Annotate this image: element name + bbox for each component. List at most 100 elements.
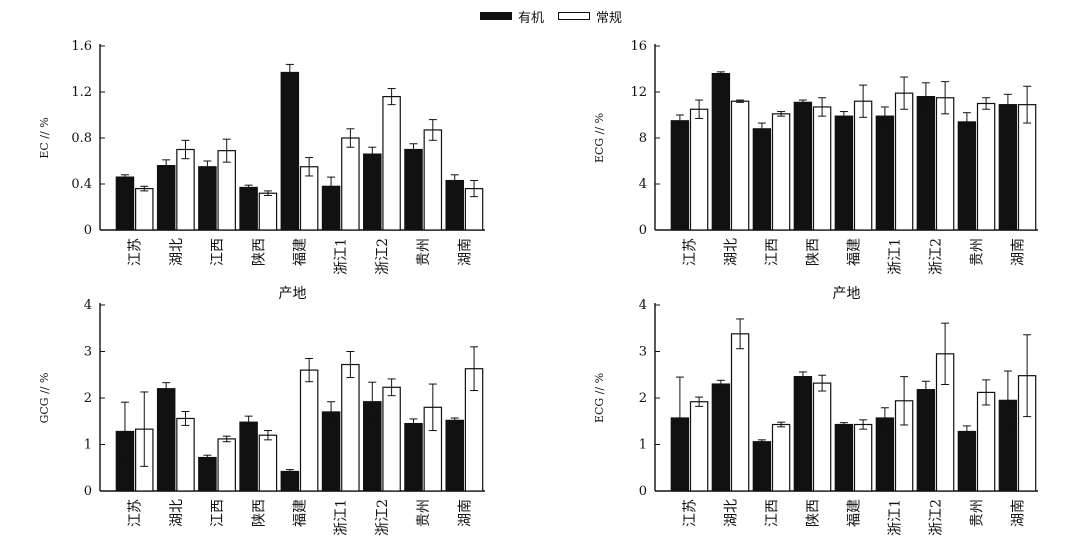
legend: 有机 常规 <box>480 6 630 26</box>
bar-conventional <box>853 100 873 231</box>
bar-organic <box>957 121 977 231</box>
x-tick-label: 江苏 <box>683 238 699 266</box>
y-tick-label: 16 <box>630 39 647 54</box>
bar-conventional <box>341 363 360 492</box>
bar-conventional <box>341 137 360 231</box>
x-tick-label: 江西 <box>210 499 226 527</box>
x-tick-label: 福建 <box>293 238 309 266</box>
x-tick-label: 陕西 <box>251 499 267 527</box>
x-axis-label: 产地 <box>833 286 861 302</box>
y-tick-label: 1 <box>84 438 92 453</box>
x-tick-label: 江西 <box>765 499 781 527</box>
x-tick-label: 湖北 <box>169 499 185 527</box>
x-tick-label: 浙江2 <box>375 238 391 275</box>
y-tick-label: 2 <box>639 391 647 406</box>
x-tick-label: 陕西 <box>806 238 822 266</box>
legend-label-conventional: 常规 <box>596 10 623 26</box>
x-tick-label: 浙江2 <box>929 499 945 536</box>
bar-conventional <box>258 434 278 492</box>
bar-conventional <box>894 92 914 231</box>
y-tick-label: 3 <box>639 345 647 360</box>
y-axis-label: EC // % <box>38 117 51 158</box>
y-tick-label: 12 <box>630 85 647 100</box>
bar-organic <box>834 115 854 231</box>
bar-organic <box>198 166 217 231</box>
bar-conventional <box>976 102 996 231</box>
bar-organic <box>875 115 895 231</box>
y-axis-label: ECG // % <box>593 113 606 163</box>
y-tick-label: 8 <box>639 131 647 146</box>
bar-organic <box>445 179 464 231</box>
x-tick-label: 江苏 <box>128 238 144 266</box>
bar-organic <box>998 104 1018 231</box>
y-tick-label: 2 <box>84 391 92 406</box>
legend-swatch-organic <box>480 12 512 20</box>
bar-conventional <box>176 148 195 231</box>
x-tick-label: 江苏 <box>128 499 144 527</box>
chart-panel-1: 0 0.4 0.8 1.2 1.6 EC // % 江苏 湖北 江西 陕西 福建 浙江1 浙江2 贵州 湖南… <box>38 39 485 302</box>
y-tick-label: 1.2 <box>71 85 92 100</box>
chart-panel-3: 0 1 2 3 4 GCG // % 江苏 湖北 江西 陕西 福建 浙江1 浙江2 贵州 湖南 <box>38 298 485 536</box>
x-tick-label: 贵州 <box>416 238 432 266</box>
bar-conventional <box>382 386 401 492</box>
bar-conventional <box>689 108 709 231</box>
bar-organic <box>156 165 176 231</box>
bar-organic <box>793 101 813 231</box>
bar-organic <box>916 389 936 492</box>
x-tick-label: 陕西 <box>806 499 822 527</box>
bar-conventional <box>853 423 873 492</box>
bar-conventional <box>771 423 791 492</box>
bar-conventional <box>812 382 832 492</box>
x-tick-label: 江西 <box>765 238 781 266</box>
y-tick-label: 4 <box>639 298 647 313</box>
x-tick-label: 浙江2 <box>929 238 945 275</box>
x-tick-label: 贵州 <box>970 238 986 266</box>
bar-conventional <box>258 192 278 231</box>
x-tick-label: 陕西 <box>251 238 267 266</box>
y-tick-label: 1.6 <box>71 39 92 54</box>
bar-organic <box>280 470 300 492</box>
x-tick-label: 浙江1 <box>334 238 350 275</box>
bar-organic <box>445 419 464 492</box>
bar-organic <box>793 376 813 492</box>
x-tick-label: 湖北 <box>724 499 740 527</box>
bar-organic <box>239 421 258 492</box>
bar-organic <box>404 148 423 231</box>
bar-conventional <box>730 100 750 231</box>
bar-conventional <box>135 188 154 231</box>
bar-organic <box>363 153 382 231</box>
x-tick-label: 湖南 <box>1011 238 1027 266</box>
x-tick-label: 湖南 <box>457 499 473 527</box>
y-tick-label: 1 <box>639 438 647 453</box>
bar-conventional <box>771 113 791 231</box>
x-tick-label: 贵州 <box>416 499 432 527</box>
x-tick-label: 福建 <box>293 499 309 527</box>
legend-label-organic: 有机 <box>518 10 545 26</box>
bar-organic <box>156 388 176 492</box>
bar-organic <box>752 441 772 492</box>
bar-organic <box>115 176 135 231</box>
x-tick-label: 湖南 <box>457 238 473 266</box>
x-tick-label: 浙江1 <box>888 499 904 536</box>
y-tick-label: 4 <box>84 298 92 313</box>
x-tick-label: 湖北 <box>724 238 740 266</box>
x-tick-label: 浙江2 <box>375 499 391 536</box>
bar-conventional <box>689 401 709 492</box>
y-tick-label: 0 <box>639 484 647 499</box>
bar-organic <box>280 71 300 231</box>
y-tick-label: 3 <box>84 345 92 360</box>
y-tick-label: 4 <box>639 177 647 192</box>
bar-conventional <box>217 438 236 492</box>
x-tick-label: 浙江1 <box>334 499 350 536</box>
bar-conventional <box>935 97 955 231</box>
x-tick-label: 福建 <box>847 499 863 527</box>
bar-organic <box>957 430 977 492</box>
bar-conventional <box>812 106 832 231</box>
x-tick-label: 江苏 <box>683 499 699 527</box>
y-tick-label: 0 <box>84 223 92 238</box>
bar-conventional <box>730 333 750 492</box>
y-axis-label: ECG // % <box>593 373 606 423</box>
bar-organic <box>670 120 690 231</box>
